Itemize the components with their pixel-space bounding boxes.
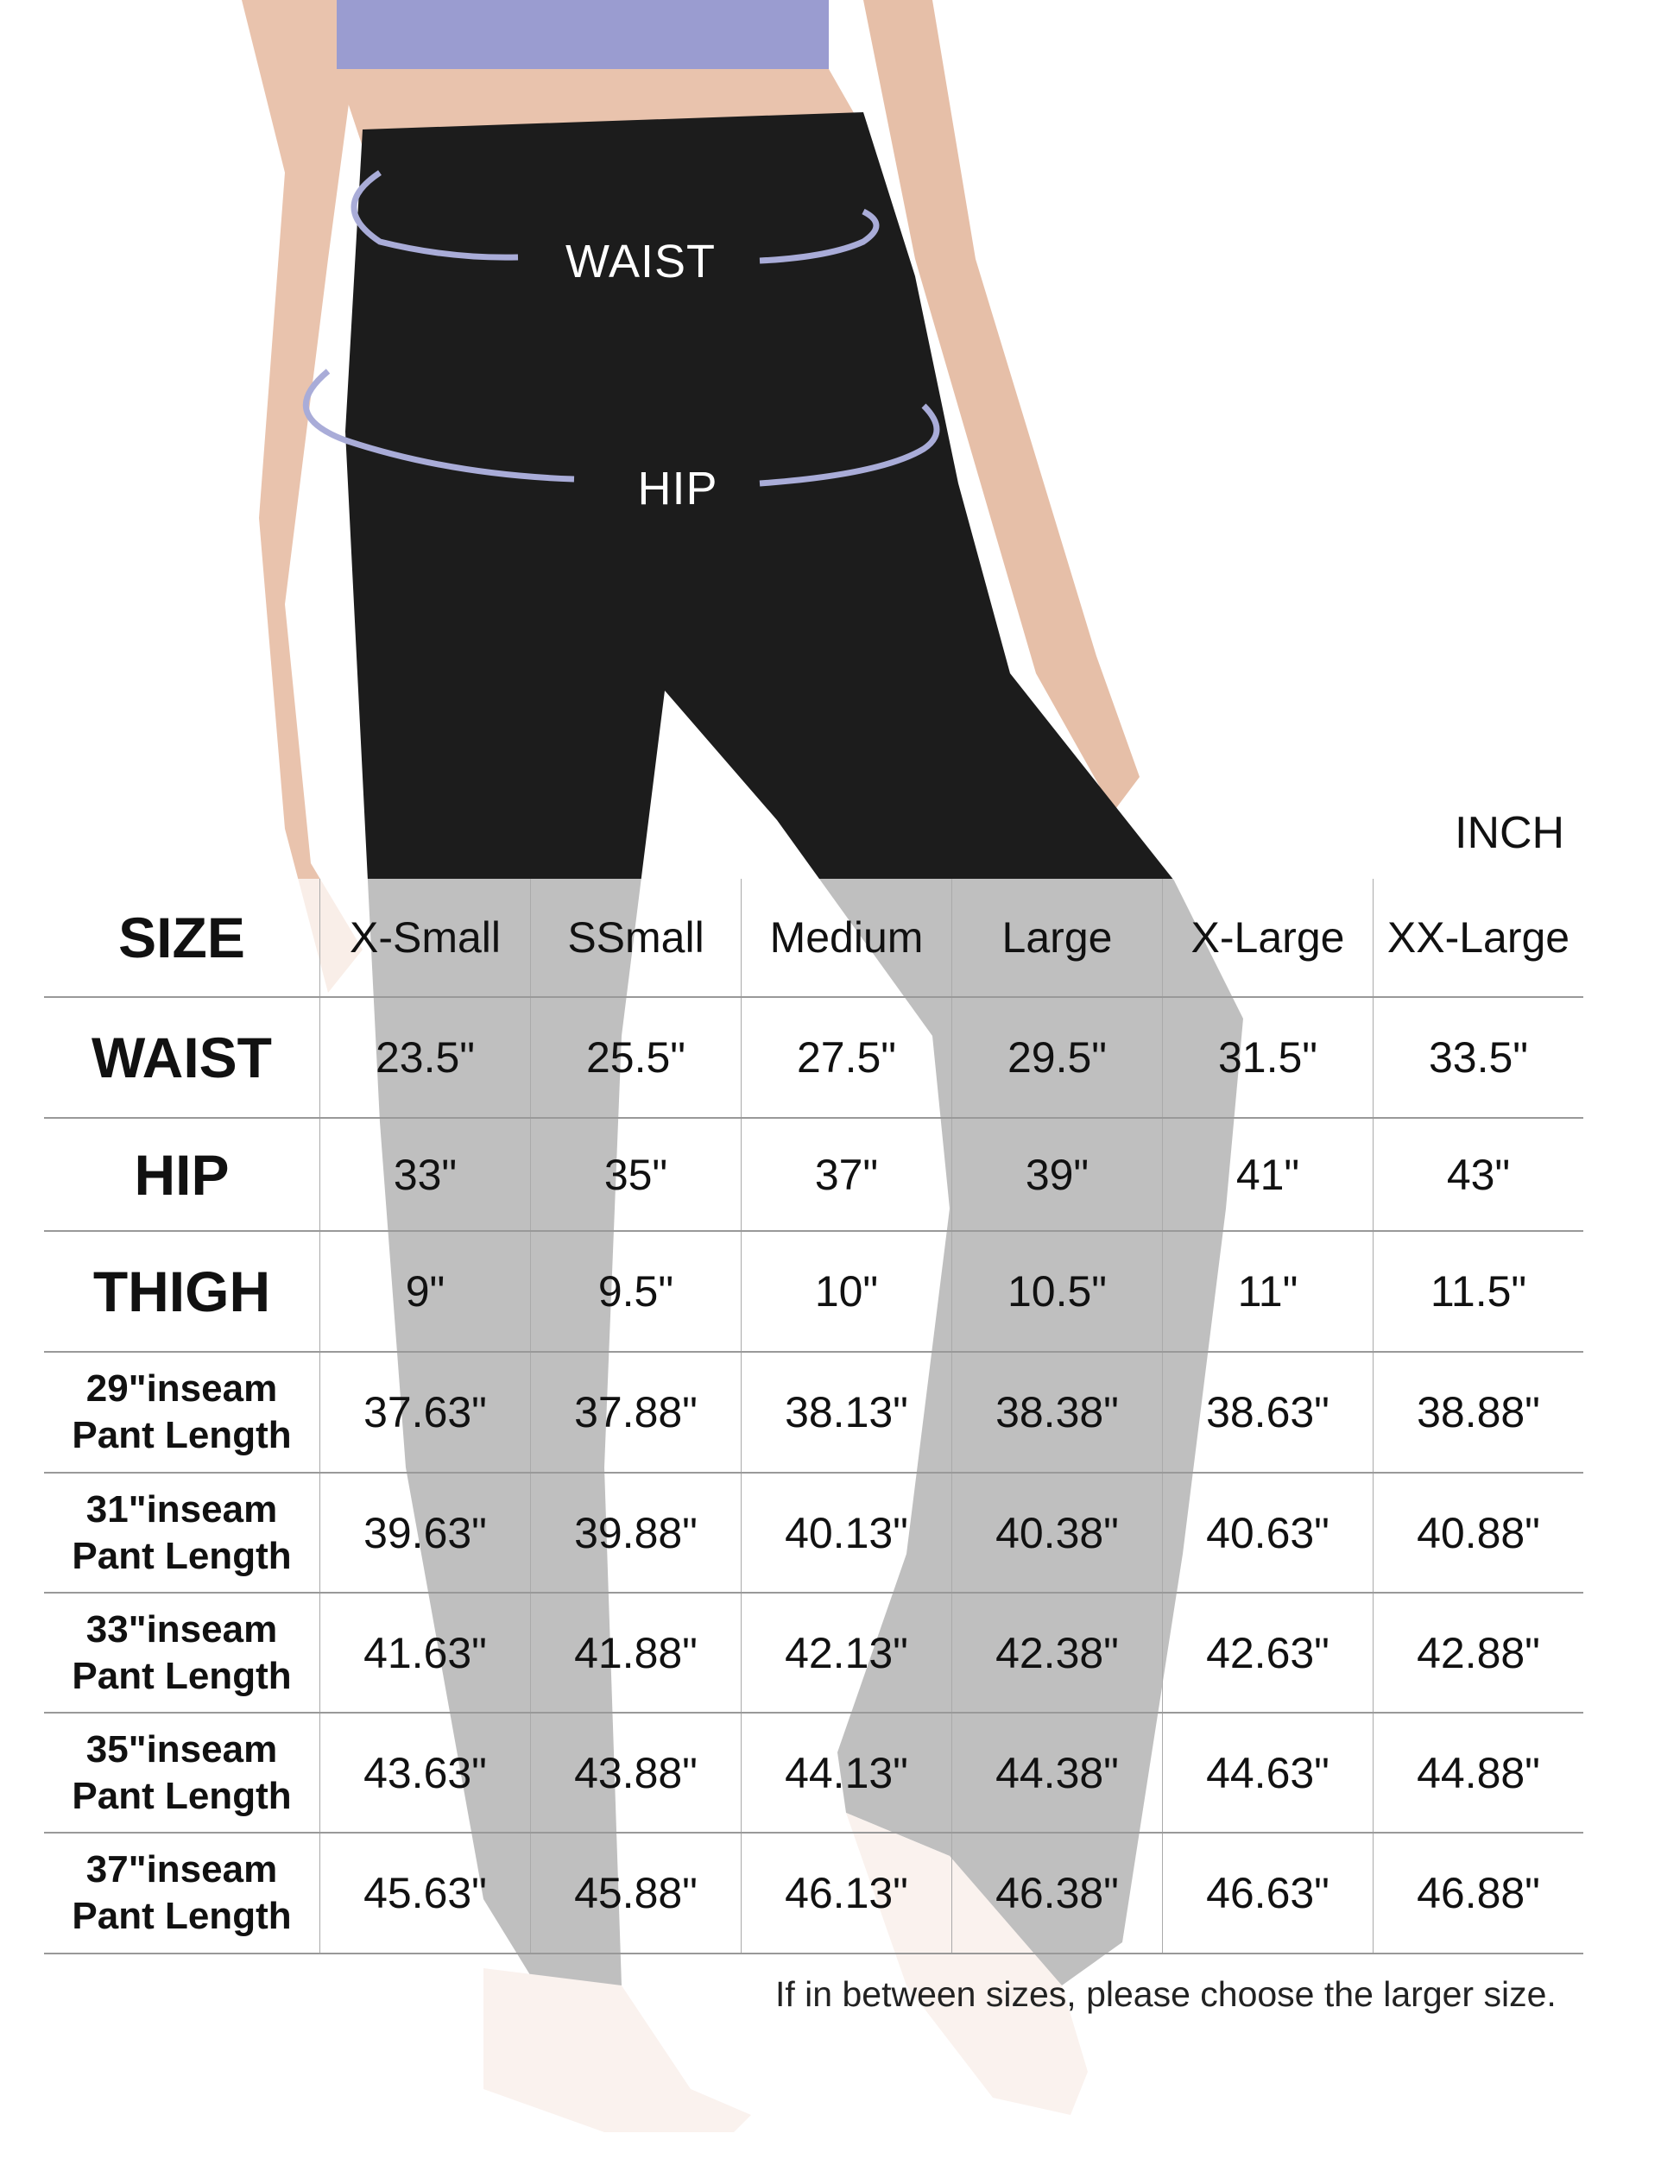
cell: 38.38" [951,1352,1163,1473]
cell: 29.5" [951,997,1163,1118]
cell: 37.63" [319,1352,531,1473]
size-advice-note: If in between sizes, please choose the l… [775,1974,1557,2014]
cell: 9.5" [530,1231,742,1352]
cell: 41.88" [530,1593,742,1713]
cell: 39.88" [530,1473,742,1593]
cell: 33.5" [1373,997,1583,1118]
cell: 46.13" [741,1833,952,1954]
cell: 38.63" [1162,1352,1374,1473]
cell: 42.38" [951,1593,1163,1713]
table-row: HIP 33" 35" 37" 39" 41" 43" [44,1118,1583,1231]
cell: 31.5" [1162,997,1374,1118]
row-label-line1: 29"inseam [85,1367,278,1410]
cell: 23.5" [319,997,531,1118]
cell: 43" [1373,1118,1583,1231]
cell: 33" [319,1118,531,1231]
cell: 38.13" [741,1352,952,1473]
cell: 42.88" [1373,1593,1583,1713]
crop-top [337,0,829,86]
size-col: XX-Large [1373,879,1583,997]
model-arm-right [863,0,1140,811]
row-label: 35"inseam Pant Length [44,1713,320,1833]
row-label-line1: 31"inseam [85,1487,278,1531]
cell: 35" [530,1118,742,1231]
table-row: 37"inseam Pant Length 45.63" 45.88" 46.13… [44,1833,1583,1954]
cell: 43.88" [530,1713,742,1833]
row-label-line1: 33"inseam [85,1607,278,1651]
cell: 40.63" [1162,1473,1374,1593]
cell: 27.5" [741,997,952,1118]
cell: 44.63" [1162,1713,1374,1833]
cell: 40.88" [1373,1473,1583,1593]
size-col: Large [951,879,1163,997]
cell: 10" [741,1231,952,1352]
cell: 37.88" [530,1352,742,1473]
row-label: 33"inseam Pant Length [44,1593,320,1713]
cell: 39" [951,1118,1163,1231]
cell: 45.88" [530,1833,742,1954]
row-label-line2: Pant Length [72,1414,292,1456]
hip-measure-label: HIP [637,463,718,514]
table-row: THIGH 9" 9.5" 10" 10.5" 11" 11.5" [44,1231,1583,1352]
cell: 11.5" [1373,1231,1583,1352]
cell: 42.13" [741,1593,952,1713]
cell: 44.38" [951,1713,1163,1833]
table-row: 31"inseam Pant Length 39.63" 39.88" 40.13… [44,1473,1583,1593]
row-label-line2: Pant Length [72,1654,292,1697]
cell: 41" [1162,1118,1374,1231]
size-col: X-Large [1162,879,1374,997]
size-table: SIZE X-Small SSmall Medium Large X-Large… [44,879,1583,1954]
cell: 41.63" [319,1593,531,1713]
table-row: WAIST 23.5" 25.5" 27.5" 29.5" 31.5" 33.5… [44,997,1583,1118]
cell: 44.13" [741,1713,952,1833]
row-label: WAIST [92,1026,272,1089]
cell: 46.38" [951,1833,1163,1954]
row-label: HIP [134,1142,230,1207]
model-skin [242,0,363,993]
size-col: X-Small [319,879,531,997]
cell: 40.13" [741,1473,952,1593]
row-label-line2: Pant Length [72,1534,292,1577]
table-header-row: SIZE X-Small SSmall Medium Large X-Large… [44,879,1583,997]
cell: 10.5" [951,1231,1163,1352]
table-row: 33"inseam Pant Length 41.63" 41.88" 42.13… [44,1593,1583,1713]
cell: 45.63" [319,1833,531,1954]
row-label-line1: 37"inseam [85,1848,278,1890]
cell: 44.88" [1373,1713,1583,1833]
row-label: 31"inseam Pant Length [44,1473,320,1593]
cell: 11" [1162,1231,1374,1352]
cell: 39.63" [319,1473,531,1593]
row-label-line2: Pant Length [72,1895,292,1937]
table-row: 29"inseam Pant Length 37.63" 37.88" 38.13… [44,1352,1583,1473]
cell: 42.63" [1162,1593,1374,1713]
size-header: SIZE [118,906,245,969]
size-col: SSmall [530,879,742,997]
row-label-line1: 35"inseam [85,1727,278,1771]
waist-measure-label: WAIST [565,236,716,287]
measure-lines [302,170,940,487]
cell: 46.63" [1162,1833,1374,1954]
cell: 9" [319,1231,531,1352]
row-label-line2: Pant Length [72,1774,292,1817]
unit-label: INCH [1455,808,1565,858]
row-label: 37"inseam Pant Length [44,1833,320,1954]
cell: 25.5" [530,997,742,1118]
cell: 37" [741,1118,952,1231]
table-row: 35"inseam Pant Length 43.63" 43.88" 44.13… [44,1713,1583,1833]
cell: 40.38" [951,1473,1163,1593]
size-col: Medium [741,879,952,997]
cell: 43.63" [319,1713,531,1833]
cell: 46.88" [1373,1833,1583,1954]
row-label: 29"inseam Pant Length [44,1352,320,1473]
cell: 38.88" [1373,1352,1583,1473]
row-label: THIGH [92,1259,271,1323]
